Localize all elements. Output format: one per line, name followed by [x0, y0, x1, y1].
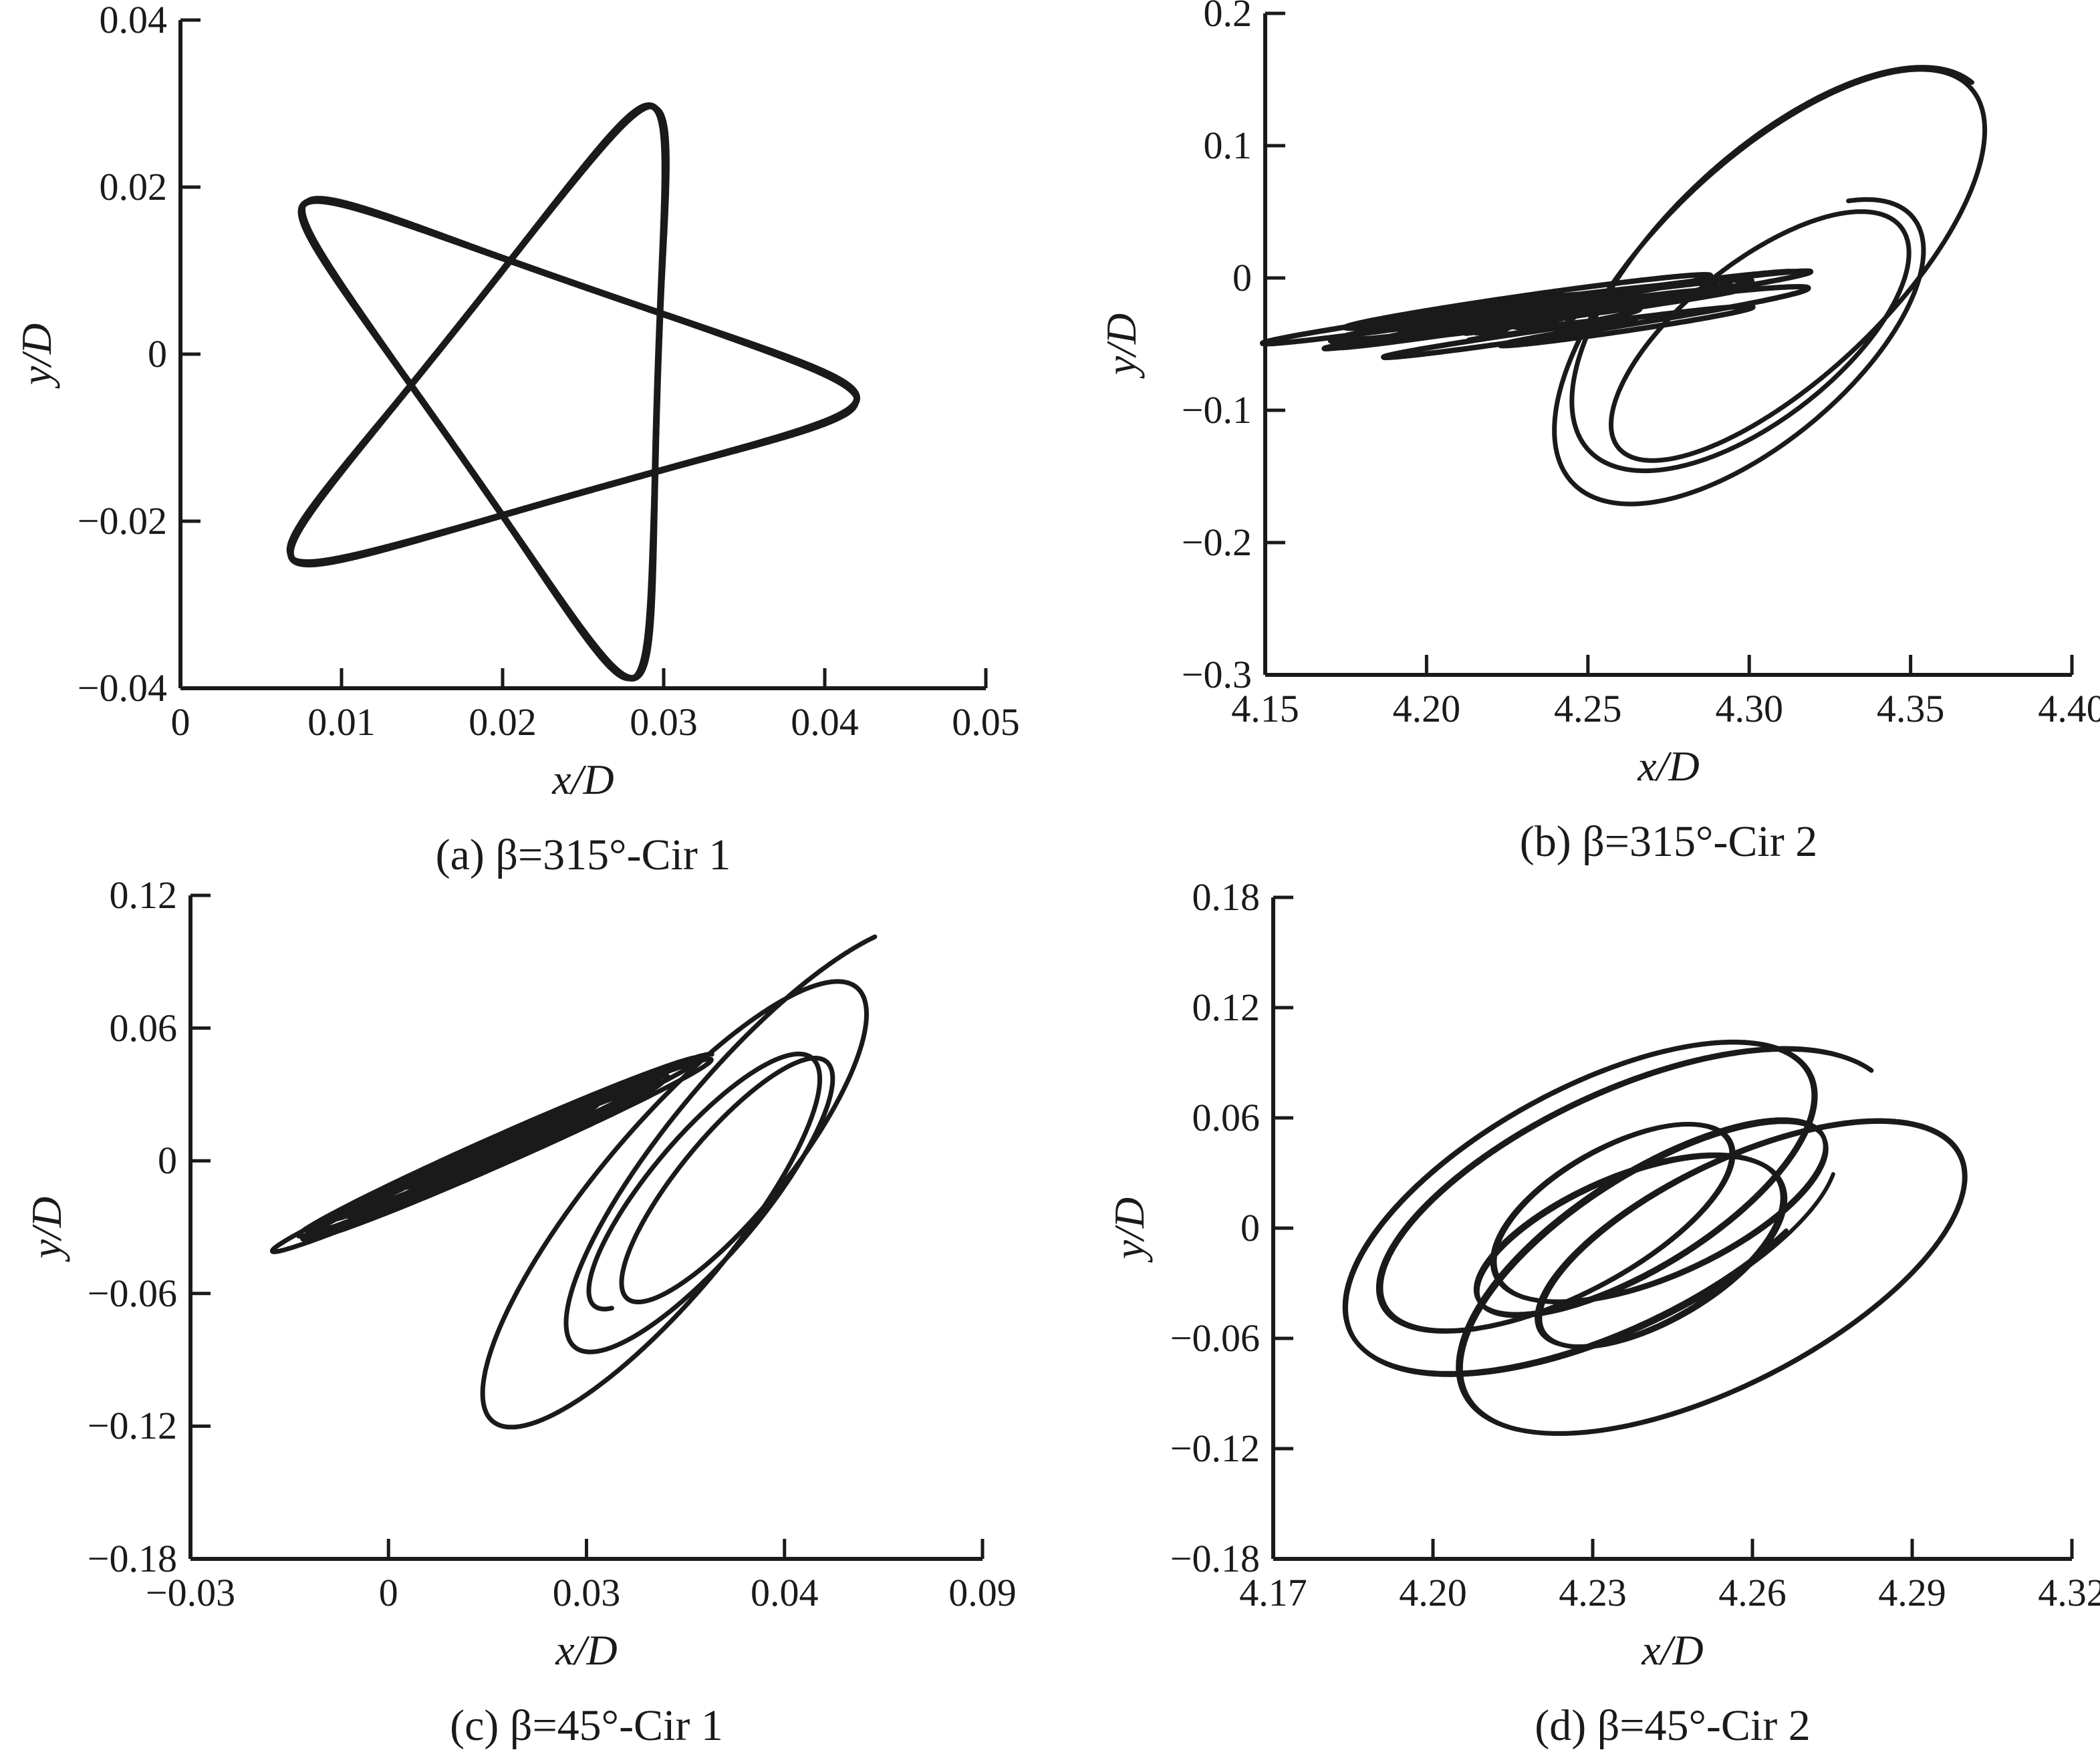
x-tick-label: 0.01 [307, 700, 376, 744]
y-tick-label: −0.2 [1181, 521, 1252, 564]
x-tick-label: 4.15 [1231, 687, 1299, 730]
x-tick-label: 4.30 [1715, 687, 1783, 730]
y-tick-label: −0.18 [87, 1537, 177, 1580]
x-tick-label: 4.17 [1239, 1571, 1307, 1614]
x-tick-label: 4.20 [1392, 687, 1461, 730]
y-tick-label: 0.06 [1192, 1095, 1261, 1139]
x-tick-label: 4.23 [1559, 1571, 1627, 1614]
y-tick-label: 0.2 [1203, 0, 1253, 35]
y-tick-label: 0 [158, 1139, 177, 1183]
x-tick-label: 4.20 [1399, 1571, 1467, 1614]
y-tick-label: 0.12 [1192, 986, 1261, 1030]
y-tick-label: 0.02 [99, 165, 168, 208]
y-axis-label-d: y/D [1105, 1197, 1153, 1260]
x-tick-label: 4.32 [2038, 1571, 2100, 1614]
trajectory-path [1552, 65, 1988, 506]
y-tick-label: −0.18 [1170, 1537, 1260, 1580]
x-axis-label-d: x/D [1642, 1626, 1704, 1674]
y-tick-label: 0.04 [99, 0, 168, 41]
x-tick-label: 0.04 [751, 1571, 819, 1614]
y-tick-label: 0.1 [1203, 124, 1253, 167]
plot-area-a-trajectory [178, 18, 988, 690]
caption-d: (d) β=45°-Cir 2 [1535, 1701, 1811, 1750]
y-tick-label: 0.12 [109, 873, 178, 917]
x-tick-label: 4.25 [1554, 687, 1622, 730]
y-axis-label-b: y/D [1097, 313, 1145, 376]
trajectory-path [286, 104, 859, 682]
x-axis-label-a: x/D [552, 756, 614, 803]
y-tick-label: 0 [148, 332, 167, 376]
y-tick-label: −0.3 [1181, 653, 1252, 696]
x-tick-label: 0.02 [469, 700, 537, 744]
y-tick-label: −0.12 [1170, 1426, 1260, 1470]
caption-b: (b) β=315°-Cir 2 [1519, 817, 1818, 866]
y-tick-label: −0.12 [87, 1404, 177, 1448]
y-tick-label: −0.1 [1181, 388, 1252, 432]
x-tick-label: 0 [170, 700, 190, 744]
y-tick-label: −0.04 [77, 666, 167, 710]
x-axis-label-c: x/D [555, 1626, 618, 1674]
x-tick-label: 4.40 [2038, 687, 2100, 730]
trajectory-path [287, 102, 860, 682]
caption-a: (a) β=315°-Cir 1 [435, 831, 731, 879]
x-tick-label: 0 [378, 1571, 398, 1614]
x-tick-label: 0.04 [791, 700, 859, 744]
x-axis-label-b: x/D [1637, 742, 1700, 790]
trajectory-path [269, 1052, 714, 1254]
y-tick-label: 0.18 [1192, 875, 1261, 919]
y-tick-label: 0 [1240, 1206, 1260, 1250]
trajectory-path [1344, 1040, 1968, 1436]
plot-area-c-trajectory [188, 893, 985, 1561]
y-tick-label: −0.06 [87, 1271, 177, 1315]
trajectory-path [1342, 1039, 1967, 1436]
caption-c: (c) β=45°-Cir 1 [450, 1701, 723, 1750]
x-tick-label: 4.35 [1876, 687, 1945, 730]
y-tick-label: −0.02 [77, 499, 167, 543]
y-tick-label: 0.06 [109, 1006, 178, 1050]
x-tick-label: 4.29 [1878, 1571, 1946, 1614]
y-axis-label-c: y/D [23, 1196, 70, 1258]
y-tick-label: −0.06 [1170, 1316, 1260, 1360]
x-tick-label: 0.03 [630, 700, 698, 744]
x-tick-label: 0.03 [552, 1571, 621, 1614]
trajectory-path [480, 934, 878, 1430]
y-tick-label: 0 [1232, 256, 1252, 299]
x-tick-label: 4.26 [1718, 1571, 1787, 1614]
x-tick-label: 0.05 [952, 700, 1020, 744]
plot-area-b-trajectory [1260, 11, 2074, 677]
x-tick-label: 0.09 [948, 1571, 1017, 1614]
x-tick-label: −0.03 [145, 1571, 236, 1614]
y-axis-label-a: y/D [13, 323, 60, 386]
trajectory-path [1260, 268, 1814, 360]
plot-area-d-trajectory [1271, 895, 2074, 1561]
